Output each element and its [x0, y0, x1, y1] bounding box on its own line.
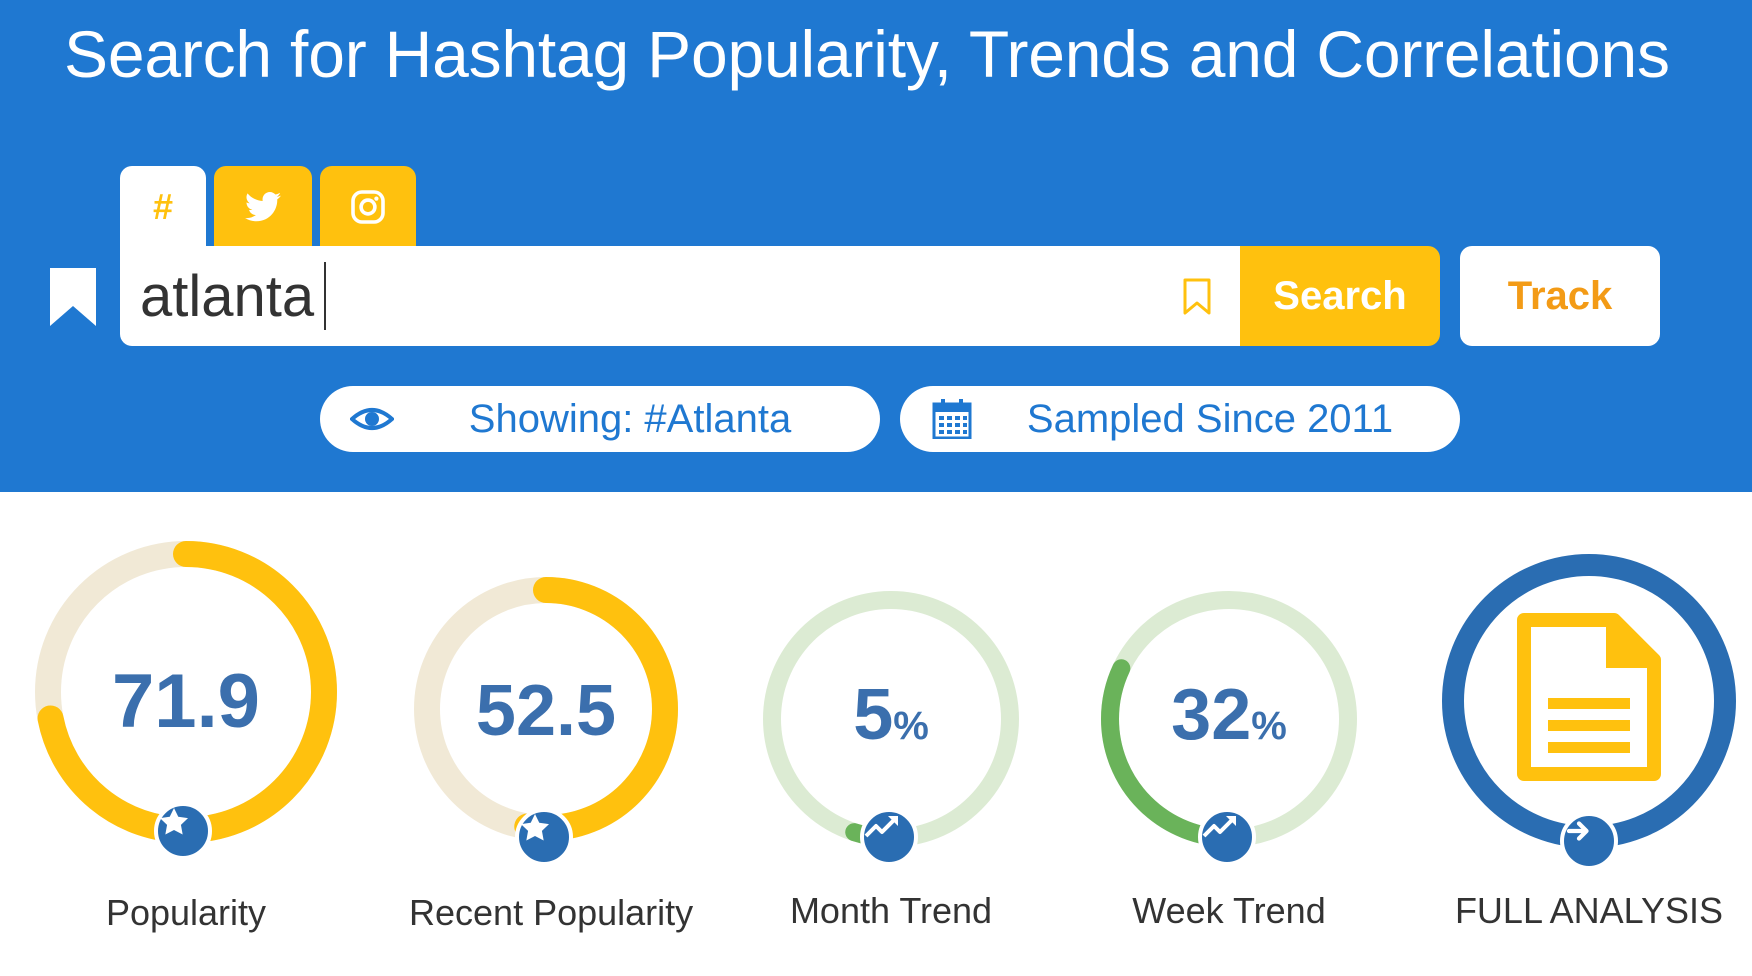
bookmark-icon[interactable] [1182, 278, 1212, 316]
showing-pill: Showing: #Atlanta [320, 386, 880, 452]
calendar-icon [932, 399, 972, 439]
week-trend-value: 32% [1171, 675, 1287, 755]
week-trend-badge [1198, 808, 1256, 866]
full-analysis-label: FULL ANALYSIS [1454, 890, 1724, 931]
hashtag-icon: # [152, 186, 174, 227]
metric-week-trend[interactable]: 32% Week Trend [1096, 586, 1362, 976]
arrow-right-icon [1566, 821, 1589, 841]
metric-popularity[interactable]: 71.9 Popularity [34, 540, 338, 940]
month-trend-badge [860, 808, 918, 866]
instagram-icon [351, 190, 385, 224]
trend-up-icon [1202, 816, 1236, 838]
full-analysis-badge [1560, 812, 1618, 870]
showing-text: Showing: #Atlanta [468, 396, 792, 441]
search-button[interactable]: Search [1240, 246, 1440, 346]
page-title: Search for Hashtag Popularity, Trends an… [64, 17, 1670, 91]
tab-twitter[interactable] [214, 166, 312, 248]
month-trend-label: Month Trend [789, 890, 993, 931]
full-analysis-button[interactable]: FULL ANALYSIS [1438, 550, 1740, 950]
eye-icon [350, 408, 394, 430]
track-button[interactable]: Track [1460, 246, 1660, 346]
week-trend-label: Week Trend [1132, 890, 1326, 931]
recent-popularity-badge [515, 808, 573, 866]
popularity-badge [154, 802, 212, 860]
tab-instagram[interactable] [320, 166, 416, 248]
tab-hashtag[interactable]: # [120, 166, 206, 248]
trend-up-icon [864, 816, 898, 838]
popularity-label: Popularity [105, 892, 267, 933]
bookmarks-icon[interactable] [48, 268, 98, 326]
search-box [120, 246, 1240, 346]
text-caret [324, 262, 326, 330]
twitter-icon [245, 192, 281, 222]
metric-recent-popularity[interactable]: 52.5 Recent Popularity [409, 572, 694, 972]
recent-popularity-value: 52.5 [475, 671, 617, 751]
sampled-text: Sampled Since 2011 [1026, 396, 1394, 441]
search-input[interactable] [140, 256, 1140, 336]
sampled-pill: Sampled Since 2011 [900, 386, 1460, 452]
popularity-value: 71.9 [112, 659, 260, 744]
metric-month-trend[interactable]: 5% Month Trend [758, 586, 1024, 976]
month-trend-value: 5% [853, 675, 929, 755]
star-icon [160, 808, 188, 835]
star-icon [521, 814, 549, 841]
document-icon [1517, 613, 1661, 781]
recent-popularity-label: Recent Popularity [409, 892, 694, 933]
header: Search for Hashtag Popularity, Trends an… [0, 0, 1752, 492]
